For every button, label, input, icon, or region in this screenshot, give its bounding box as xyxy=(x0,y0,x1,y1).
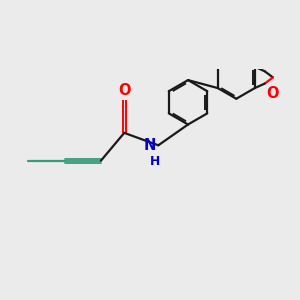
Text: O: O xyxy=(266,86,278,101)
Text: O: O xyxy=(118,83,130,98)
Text: N: N xyxy=(144,138,156,153)
Text: H: H xyxy=(150,155,161,168)
